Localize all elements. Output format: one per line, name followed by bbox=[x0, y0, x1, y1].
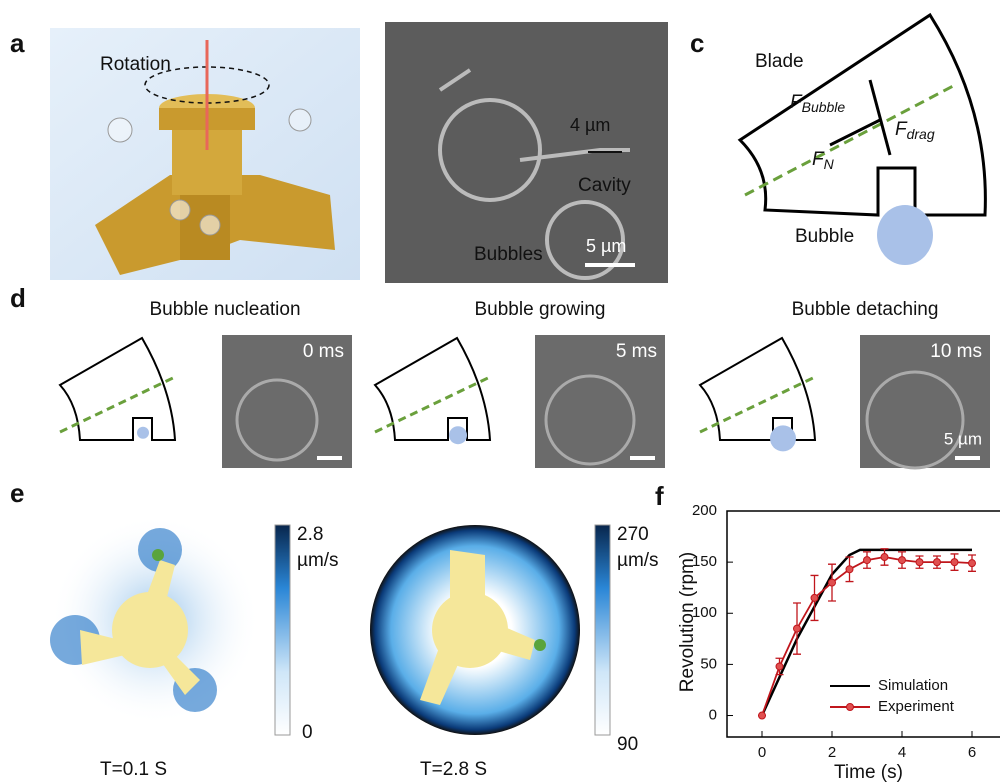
bubble bbox=[449, 426, 467, 444]
bubble bbox=[137, 427, 149, 439]
gap-label: 4 µm bbox=[570, 115, 610, 135]
data-point bbox=[864, 557, 871, 564]
data-point bbox=[776, 663, 783, 670]
stage-title: Bubble detaching bbox=[792, 299, 939, 320]
y-tick-label: 50 bbox=[700, 655, 717, 672]
bubbles-label: Bubbles bbox=[474, 244, 543, 265]
colorbar-min: 90 bbox=[617, 734, 638, 755]
x-axis-label: Time (s) bbox=[834, 762, 903, 783]
data-point bbox=[759, 712, 766, 719]
scale-label: 5 µm bbox=[944, 429, 982, 448]
colorbar-unit: µm/s bbox=[297, 550, 339, 571]
axis-line bbox=[375, 377, 490, 432]
force-arrows bbox=[830, 80, 890, 155]
y-tick-label: 0 bbox=[709, 706, 717, 723]
colorbar-unit: µm/s bbox=[617, 550, 659, 571]
cavity-label: Cavity bbox=[578, 175, 631, 196]
data-point bbox=[881, 554, 888, 561]
scale-label: 5 µm bbox=[586, 236, 626, 256]
force-label: FBubble bbox=[790, 92, 845, 115]
data-point bbox=[951, 559, 958, 566]
axis-line bbox=[700, 377, 815, 432]
scale-bar bbox=[317, 456, 342, 460]
bubble bbox=[877, 205, 933, 265]
colorbar-min: 0 bbox=[302, 722, 313, 743]
bubble-label: Bubble bbox=[795, 226, 854, 247]
scale-bar bbox=[955, 456, 980, 460]
x-tick-label: 2 bbox=[828, 744, 836, 761]
stage-title: Bubble nucleation bbox=[149, 299, 300, 320]
panel-label: f bbox=[655, 481, 664, 511]
rotation-label: Rotation bbox=[100, 54, 171, 75]
force-label: Fdrag bbox=[895, 119, 935, 142]
colorbar-max: 2.8 bbox=[297, 524, 323, 545]
data-point bbox=[916, 559, 923, 566]
y-axis-label: Revolution (rpm) bbox=[677, 552, 698, 692]
time-label: T=2.8 S bbox=[420, 759, 487, 780]
blade-outline bbox=[740, 15, 985, 215]
data-point bbox=[969, 560, 976, 567]
data-point bbox=[899, 557, 906, 564]
data-point bbox=[794, 625, 801, 632]
data-point bbox=[934, 559, 941, 566]
x-tick-label: 0 bbox=[758, 744, 766, 761]
legend-label: Experiment bbox=[878, 698, 955, 715]
flow-field-left bbox=[50, 515, 260, 725]
data-point bbox=[829, 579, 836, 586]
time-label: T=0.1 S bbox=[100, 759, 167, 780]
y-tick-label: 200 bbox=[692, 502, 717, 519]
time-label: 0 ms bbox=[303, 341, 344, 362]
legend-label: Simulation bbox=[878, 677, 948, 694]
data-point bbox=[811, 594, 818, 601]
force-label: FN bbox=[812, 149, 835, 172]
blade-label: Blade bbox=[755, 51, 804, 72]
time-label: 10 ms bbox=[930, 341, 982, 362]
colorbar bbox=[595, 525, 610, 735]
stage-title: Bubble growing bbox=[475, 299, 606, 320]
colorbar-max: 270 bbox=[617, 524, 649, 545]
figure: a Rotation b 4 µm Cavity Bubbles 5 µm c … bbox=[0, 0, 1000, 783]
data-point bbox=[846, 566, 853, 573]
x-tick-label: 6 bbox=[968, 744, 976, 761]
panel-label: e bbox=[10, 478, 24, 508]
bubble bbox=[770, 425, 796, 451]
panel-label: a bbox=[10, 28, 25, 58]
scale-bar bbox=[585, 263, 635, 267]
legend-marker bbox=[847, 704, 854, 711]
time-label: 5 ms bbox=[616, 341, 657, 362]
colorbar bbox=[275, 525, 290, 735]
panel-label: d bbox=[10, 283, 26, 313]
x-tick-label: 4 bbox=[898, 744, 906, 761]
scale-bar bbox=[630, 456, 655, 460]
axis-line bbox=[60, 377, 175, 432]
flow-field-right bbox=[370, 525, 580, 735]
panel-label: c bbox=[690, 28, 704, 58]
